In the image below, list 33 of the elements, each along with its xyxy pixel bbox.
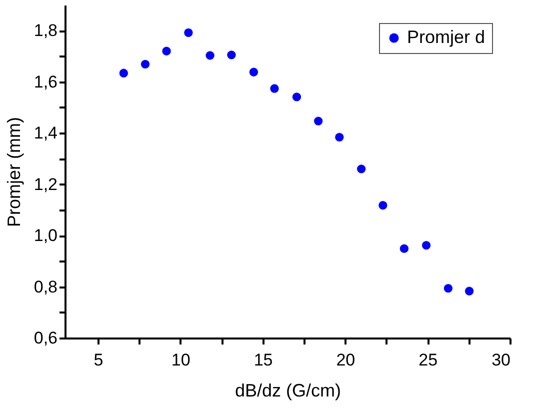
point [464, 286, 474, 296]
y-tick-label: 1,6 [34, 72, 58, 92]
point [357, 164, 366, 174]
x-tick-label: 20 [336, 350, 356, 370]
x-tick-label: 10 [171, 350, 190, 370]
y-tick-label: 1,2 [34, 174, 58, 194]
point [119, 68, 128, 78]
y-tick-label: 1,8 [34, 21, 58, 40]
y-tick-label: 1,0 [34, 226, 58, 246]
x-tick-label: 15 [254, 350, 273, 370]
y-tick-label: 0,6 [34, 328, 58, 348]
point [422, 240, 431, 250]
x-tick-label: 25 [418, 350, 438, 370]
point [400, 244, 409, 253]
point [270, 84, 279, 93]
point [184, 28, 193, 37]
point [249, 68, 258, 76]
point [206, 51, 214, 60]
x-tick-label: 30 [492, 350, 510, 370]
legend-label: Promjer d [407, 27, 486, 47]
x-axis-title: dB/dz (G/cm) [234, 380, 342, 400]
point [378, 200, 388, 210]
point [335, 132, 344, 142]
point [162, 46, 171, 56]
x-tick-label: 5 [94, 350, 104, 370]
point [140, 60, 150, 68]
y-tick-label: 0,8 [34, 277, 58, 296]
point [292, 92, 302, 102]
point [227, 50, 236, 60]
point [444, 284, 453, 293]
y-axis-title: Promjer (mm) [4, 117, 24, 227]
point [314, 116, 323, 126]
y-tick-label: 1,4 [34, 124, 58, 143]
